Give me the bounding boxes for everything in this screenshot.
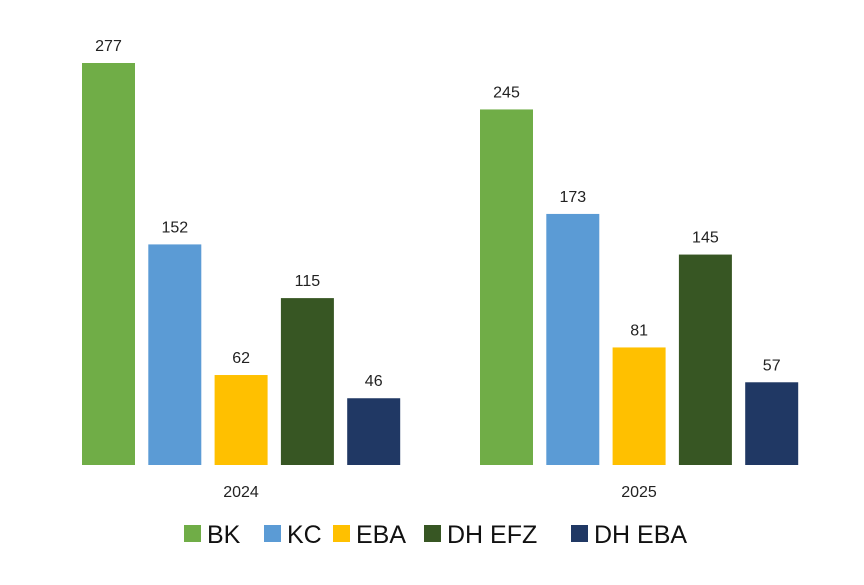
data-label: 145 — [692, 230, 719, 247]
legend-label: DH EBA — [594, 521, 687, 549]
legend-swatch — [571, 525, 588, 542]
legend-label: EBA — [356, 521, 406, 549]
bar-eba-2025 — [612, 347, 666, 465]
bar-bk-2024 — [82, 63, 135, 465]
data-label: 245 — [493, 84, 520, 101]
bar-dh-efz-2025 — [678, 254, 732, 465]
legend-label: DH EFZ — [447, 521, 537, 549]
x-tick-label: 2025 — [621, 484, 657, 501]
data-label: 81 — [630, 322, 648, 339]
bar-dh-eba-2025 — [745, 382, 799, 465]
legend-swatch — [424, 525, 441, 542]
legend-label: KC — [287, 521, 322, 549]
legend-label: BK — [207, 521, 241, 549]
bar-kc-2024 — [148, 244, 202, 465]
bar-bk-2025 — [480, 109, 533, 465]
data-label: 62 — [232, 350, 250, 367]
x-tick-label: 2024 — [223, 484, 259, 501]
data-label: 115 — [295, 273, 321, 290]
bar-dh-efz-2024 — [280, 298, 334, 465]
legend-swatch — [184, 525, 201, 542]
legend-swatch — [333, 525, 350, 542]
bar-kc-2025 — [546, 213, 600, 465]
data-label: 173 — [559, 189, 586, 206]
legend-swatch — [264, 525, 281, 542]
bar-dh-eba-2024 — [347, 398, 401, 465]
bar-eba-2024 — [214, 375, 268, 465]
data-label: 46 — [365, 373, 383, 390]
data-label: 57 — [763, 357, 781, 374]
data-label: 277 — [95, 38, 122, 55]
data-label: 152 — [161, 219, 188, 236]
